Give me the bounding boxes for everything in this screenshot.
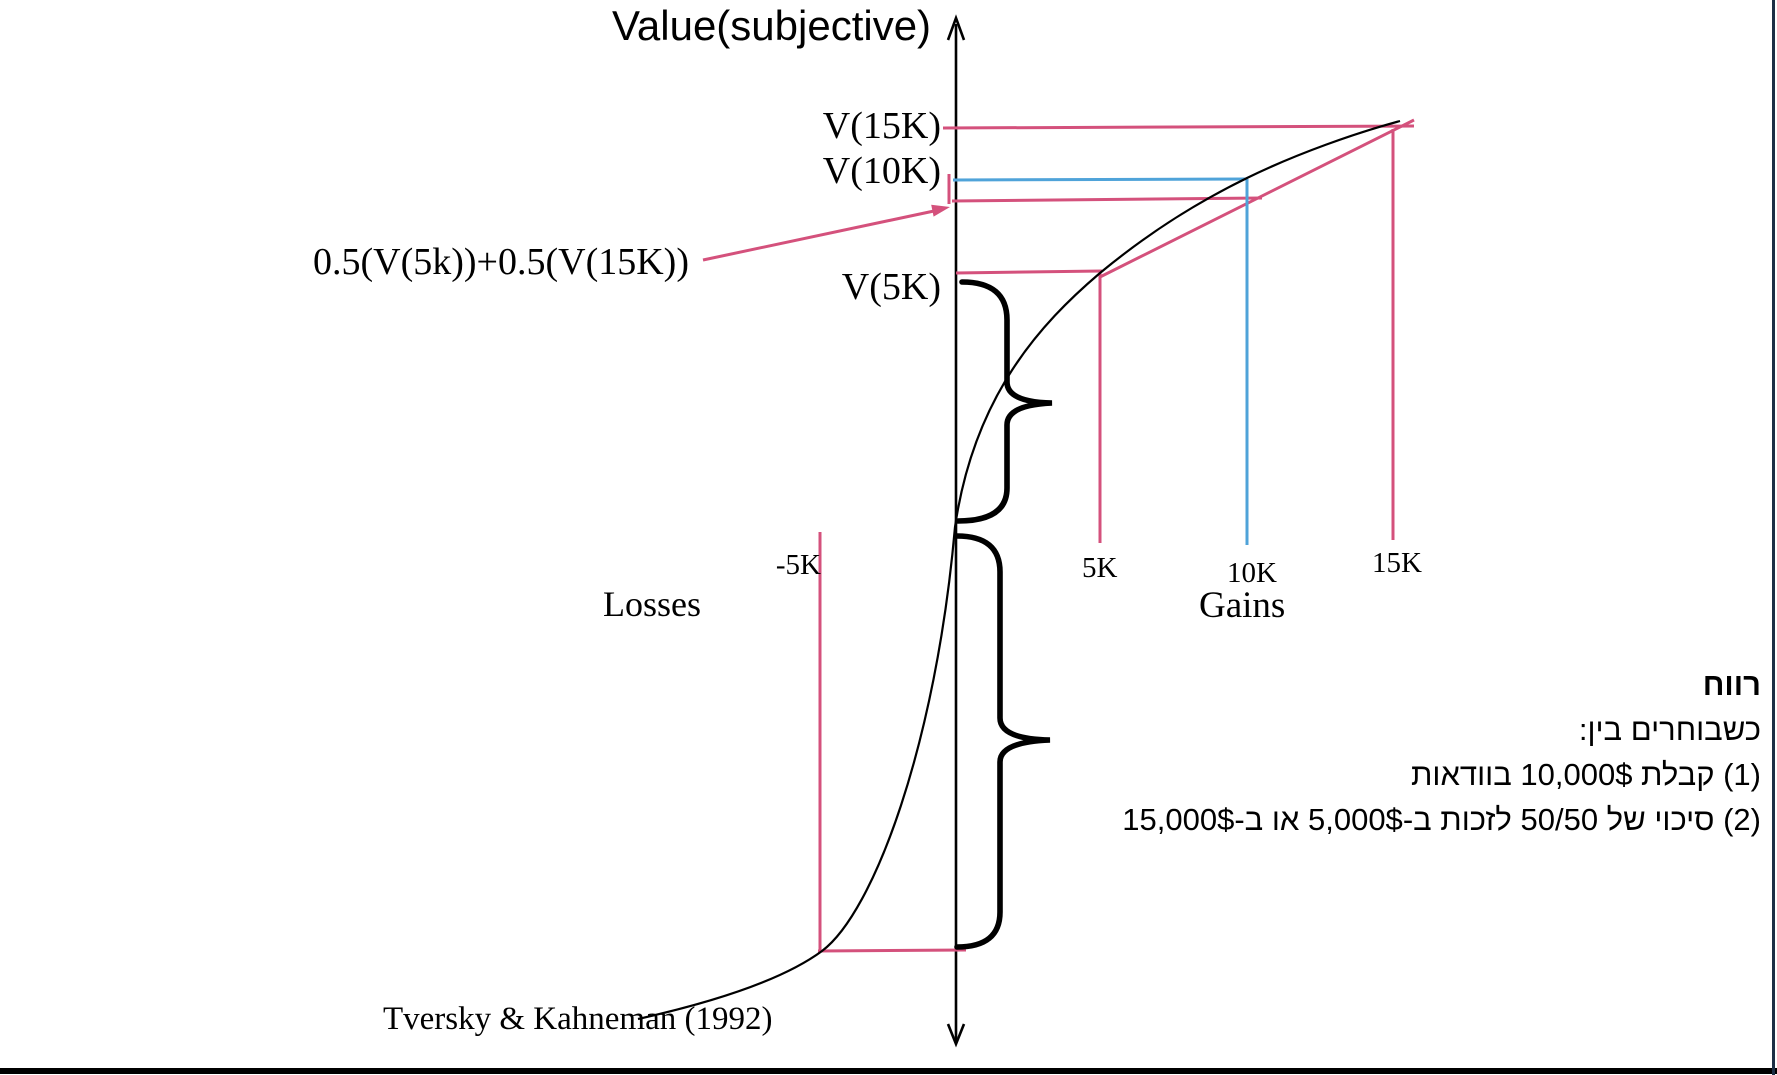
v5k-hline xyxy=(955,269,1103,275)
hebrew-note-option1: (1) קבלת 10,000$ בוודאות xyxy=(1410,757,1761,792)
citation: Tversky & Kahneman (1992) xyxy=(383,1001,773,1037)
y-axis-arrow-down-icon xyxy=(946,1023,966,1048)
label-gains: Gains xyxy=(1199,585,1286,626)
y-axis-arrow-up-icon xyxy=(946,14,966,41)
v15k-hline xyxy=(942,124,1415,130)
losses-brace xyxy=(954,533,1051,950)
value-curve xyxy=(637,119,1401,1021)
hebrew-note-option2: (2) סיכוי של 50/50 לזכות ב-5,000$ או ב-1… xyxy=(1122,802,1761,837)
label-expected-value: 0.5(V(5k))+0.5(V(15K)) xyxy=(313,241,689,283)
annotation-arrowhead-icon xyxy=(931,204,950,217)
hebrew-note: רווח כשבוחרים בין: (1) קבלת 10,000$ בווד… xyxy=(1122,662,1761,842)
label-v10k: V(10K) xyxy=(822,150,941,192)
slide-right-border xyxy=(1772,0,1775,1075)
expected-value-hline xyxy=(951,196,1263,203)
tick-neg5k: -5K xyxy=(775,549,821,581)
hebrew-note-heading: רווח xyxy=(1702,667,1761,702)
neg5k-bottom-hline xyxy=(817,948,967,953)
label-v15k: V(15K) xyxy=(822,105,941,147)
tick-15k: 15K xyxy=(1372,547,1422,579)
label-losses: Losses xyxy=(603,584,701,624)
tick-5k: 5K xyxy=(1082,552,1118,584)
chart-title: Value(subjective) xyxy=(612,2,932,49)
tick-10k: 10K xyxy=(1227,557,1277,589)
annotation-arrow-line xyxy=(702,209,935,262)
gains-brace xyxy=(955,279,1053,524)
hebrew-note-choosing: כשבוחרים בין: xyxy=(1578,712,1761,747)
label-v5k: V(5K) xyxy=(841,266,941,308)
v10k-hline xyxy=(952,177,1248,182)
slide-bottom-border xyxy=(0,1068,1777,1074)
